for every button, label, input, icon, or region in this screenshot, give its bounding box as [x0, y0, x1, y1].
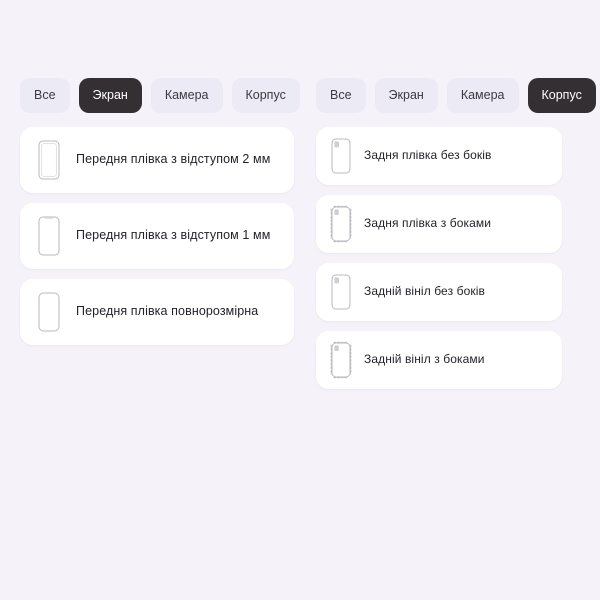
phone-front-film-icon — [34, 289, 64, 335]
tab-vse-right[interactable]: Все — [316, 78, 366, 113]
list-item-label: Задня плівка без боків — [364, 147, 492, 162]
tab-kamera-right[interactable]: Камера — [446, 78, 519, 113]
list-item-label: Передня плівка з відступом 2 мм — [76, 151, 271, 166]
category-tabs-left: Все Экран Камера Корпус — [20, 78, 300, 113]
body-protector-panel: Все Экран Камера Корпус Задня плівка без… — [300, 0, 600, 389]
list-item[interactable]: Передня плівка з відступом 2 мм — [20, 126, 294, 193]
category-tabs-right: Все Экран Камера Корпус — [316, 78, 600, 113]
list-item-label: Задній вініл без боків — [364, 283, 485, 298]
phone-front-film-icon — [34, 213, 64, 259]
tab-ekran-left[interactable]: Экран — [78, 78, 142, 113]
list-item[interactable]: Задня плівка без боків — [316, 126, 562, 185]
tab-korpus-right[interactable]: Корпус — [527, 78, 596, 113]
phone-back-film-icon — [328, 135, 354, 177]
tab-korpus-left[interactable]: Корпус — [231, 78, 300, 113]
list-item-label: Передня плівка повнорозмірна — [76, 303, 259, 318]
phone-back-film-sides-icon — [328, 339, 354, 381]
phone-front-film-icon — [34, 137, 64, 183]
phone-back-film-icon — [328, 271, 354, 313]
list-item[interactable]: Передня плівка з відступом 1 мм — [20, 202, 294, 269]
screen-protector-panel: Все Экран Камера Корпус Передня плівка з… — [0, 0, 300, 389]
tab-kamera-left[interactable]: Камера — [150, 78, 223, 113]
list-item[interactable]: Задній вініл з боками — [316, 330, 562, 389]
tab-ekran-right[interactable]: Экран — [374, 78, 438, 113]
phone-back-film-sides-icon — [328, 203, 354, 245]
product-list-right: Задня плівка без боків Задня плівка з бо… — [316, 126, 600, 389]
list-item[interactable]: Задня плівка з боками — [316, 194, 562, 253]
tab-vse-left[interactable]: Все — [20, 78, 70, 113]
list-item-label: Задній вініл з боками — [364, 351, 485, 366]
list-item[interactable]: Задній вініл без боків — [316, 262, 562, 321]
product-list-left: Передня плівка з відступом 2 мм Передня … — [20, 126, 300, 345]
panels-container: Все Экран Камера Корпус Передня плівка з… — [0, 0, 600, 389]
list-item-label: Передня плівка з відступом 1 мм — [76, 227, 271, 242]
list-item-label: Задня плівка з боками — [364, 215, 492, 230]
list-item[interactable]: Передня плівка повнорозмірна — [20, 278, 294, 345]
